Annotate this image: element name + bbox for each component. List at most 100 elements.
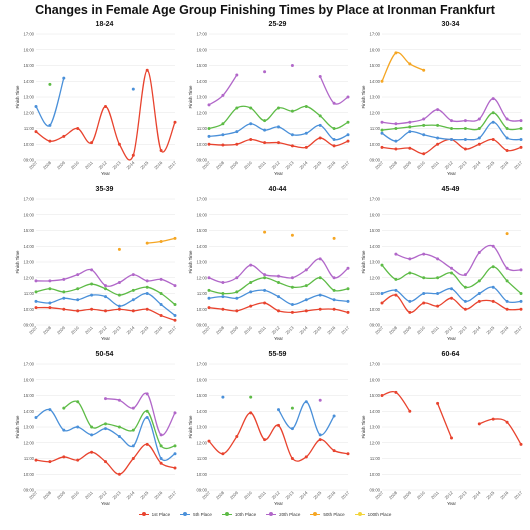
x-tick-label: 2010 [416, 160, 427, 171]
x-tick-label: 2014 [125, 160, 136, 171]
x-tick-label: 2013 [457, 325, 468, 336]
series-5th-place [221, 395, 336, 437]
x-axis-label: Year [274, 171, 284, 176]
data-point [477, 292, 481, 295]
data-point [131, 457, 135, 460]
panel-title: 18-24 [96, 21, 114, 28]
x-tick-label: 2016 [153, 160, 164, 171]
y-tick-label: 16:00 [24, 377, 35, 382]
y-tick-label: 14:00 [370, 79, 381, 84]
panel-title: 30-34 [442, 21, 460, 28]
y-tick-label: 12:00 [24, 440, 35, 445]
data-point [221, 280, 225, 284]
y-tick-label: 12:00 [24, 110, 35, 115]
data-point [318, 438, 322, 442]
data-point [477, 127, 481, 130]
series-line [381, 51, 424, 82]
x-tick-label: 2017 [513, 325, 524, 336]
y-tick-label: 15:00 [197, 393, 208, 398]
y-tick-label: 14:00 [24, 79, 35, 84]
data-point [477, 251, 481, 255]
data-point [332, 414, 336, 418]
data-point [463, 299, 467, 303]
data-point [318, 276, 322, 280]
x-tick-label: 2007 [201, 490, 212, 501]
legend-item-100th-place: 100th Place [354, 512, 391, 517]
data-point [436, 108, 440, 112]
data-point [519, 145, 523, 149]
x-tick-label: 2012 [98, 490, 109, 501]
x-tick-label: 2007 [201, 160, 212, 171]
x-axis-label: Year [447, 336, 457, 341]
panel-55-59: 55-59 09:00 10:00 11:00 12:00 13:00 14:00 15:00… [188, 351, 351, 506]
y-tick-label: 16:00 [24, 212, 35, 217]
y-tick-label: 09:00 [197, 158, 208, 163]
series-5th-place [207, 288, 350, 307]
y-tick-label: 09:00 [370, 488, 381, 493]
data-point [145, 285, 149, 289]
data-point [159, 240, 163, 244]
data-point [173, 303, 177, 307]
data-point [235, 130, 239, 134]
y-tick-label: 10:00 [197, 142, 208, 147]
data-point [491, 285, 495, 289]
y-tick-label: 17:00 [197, 32, 208, 37]
y-tick-label: 13:00 [197, 260, 208, 265]
y-axis-label: Finish Time [361, 415, 366, 439]
data-point [519, 292, 523, 295]
data-point [394, 127, 398, 130]
data-point [450, 296, 453, 300]
data-point [290, 133, 294, 137]
panel-30-34: 30-34 09:00 10:00 11:00 12:00 13:00 14:00 15:00… [361, 21, 524, 176]
x-tick-label: 2012 [271, 490, 282, 501]
data-point [477, 136, 481, 140]
y-tick-label: 15:00 [197, 63, 208, 68]
x-tick-label: 2009 [402, 490, 413, 501]
data-point [145, 307, 149, 311]
x-axis-label: Year [274, 336, 284, 341]
data-point [463, 138, 467, 142]
data-point [394, 252, 398, 256]
data-point [34, 279, 38, 283]
data-point [505, 136, 509, 140]
data-point [159, 314, 163, 318]
data-point [34, 306, 38, 310]
x-tick-label: 2009 [402, 325, 413, 336]
x-tick-label: 2016 [499, 490, 510, 501]
data-point [436, 292, 440, 295]
series-1st-place [380, 390, 523, 446]
x-axis-label: Year [101, 336, 111, 341]
data-point [318, 433, 322, 437]
x-tick-label: 2017 [340, 160, 351, 171]
data-point [34, 416, 38, 420]
x-tick-label: 2010 [243, 325, 254, 336]
legend-item-20th-place: 20th Place [266, 512, 300, 517]
y-tick-label: 11:00 [197, 126, 208, 131]
data-point [76, 425, 80, 429]
data-point [318, 123, 322, 127]
data-point [173, 314, 177, 318]
data-point [131, 444, 135, 448]
y-tick-label: 13:00 [24, 260, 35, 265]
y-tick-label: 15:00 [370, 63, 381, 68]
data-point [62, 406, 66, 410]
data-point [422, 133, 426, 137]
legend-label: 50th Place [323, 512, 345, 517]
data-point [90, 268, 94, 272]
series-5th-place [34, 292, 177, 318]
data-point [304, 104, 308, 108]
data-point [394, 390, 398, 394]
x-tick-label: 2008 [215, 325, 226, 336]
data-point [380, 292, 384, 295]
data-point [263, 70, 267, 74]
data-point [117, 247, 121, 251]
x-tick-label: 2009 [229, 490, 240, 501]
data-point [104, 427, 107, 431]
series-line [208, 105, 349, 130]
data-point [408, 257, 412, 261]
data-point [505, 266, 509, 270]
series-10th-place [380, 263, 523, 295]
data-point [422, 301, 426, 305]
legend-swatch [310, 512, 321, 517]
data-point [131, 309, 135, 313]
